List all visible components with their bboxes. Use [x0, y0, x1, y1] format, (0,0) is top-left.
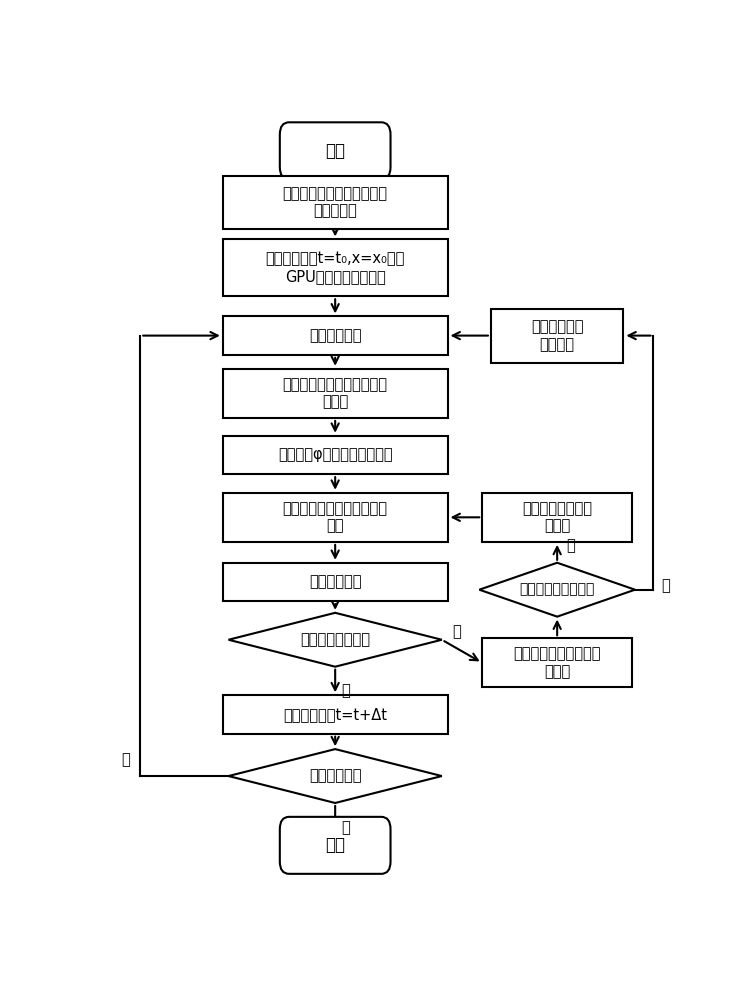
- Text: 否: 否: [121, 752, 130, 767]
- Text: 重新建立系统
仿真模型: 重新建立系统 仿真模型: [531, 319, 583, 352]
- Text: 将数据由主机端内存传输到
设备端: 将数据由主机端内存传输到 设备端: [283, 377, 388, 410]
- Bar: [222, 239, 448, 296]
- Bar: [222, 695, 448, 734]
- Text: 调用存储器中的矩
阵数据: 调用存储器中的矩 阵数据: [522, 501, 592, 534]
- Text: 此时刻状态曾经出现: 此时刻状态曾经出现: [519, 583, 595, 597]
- Text: 求解控制系统: 求解控制系统: [309, 574, 362, 589]
- FancyBboxPatch shape: [280, 817, 391, 874]
- Bar: [482, 493, 632, 542]
- FancyBboxPatch shape: [280, 122, 391, 179]
- Text: 结束: 结束: [325, 836, 345, 854]
- Text: 是: 是: [341, 820, 350, 835]
- Bar: [222, 493, 448, 542]
- Text: 到达终止时刻: 到达终止时刻: [309, 769, 362, 784]
- Text: 插値法积分求解求解电
气系统: 插値法积分求解求解电 气系统: [513, 647, 601, 679]
- Text: 是: 是: [566, 539, 574, 554]
- Bar: [222, 369, 448, 418]
- Text: 否: 否: [661, 578, 670, 593]
- Text: 否: 否: [341, 684, 350, 699]
- Bar: [222, 436, 448, 474]
- Text: 开始: 开始: [325, 142, 345, 160]
- Bar: [482, 638, 632, 687]
- Bar: [222, 316, 448, 355]
- Text: 系统初始化，t=t₀,x=x₀，在
GPU侧分配显存空间，: 系统初始化，t=t₀,x=x₀，在 GPU侧分配显存空间，: [266, 252, 405, 284]
- Text: 更新所需矩阵: 更新所需矩阵: [309, 328, 362, 343]
- Polygon shape: [228, 749, 442, 803]
- Text: 开关状态发生改变: 开关状态发生改变: [300, 632, 371, 647]
- Text: 指数积分算法并行求解电气
系统: 指数积分算法并行求解电气 系统: [283, 501, 388, 534]
- Bar: [222, 563, 448, 601]
- Text: 将该状态φ矩阵存入存储器中: 将该状态φ矩阵存入存储器中: [278, 447, 393, 462]
- Text: 是: 是: [452, 625, 461, 640]
- Text: 更新仿真时刻t=t+Δt: 更新仿真时刻t=t+Δt: [283, 707, 387, 722]
- Polygon shape: [228, 613, 442, 667]
- Text: 在状态分析框架下，建立系
统仿真模型: 在状态分析框架下，建立系 统仿真模型: [283, 186, 388, 219]
- Bar: [222, 176, 448, 229]
- Polygon shape: [479, 563, 635, 617]
- Bar: [491, 309, 623, 363]
